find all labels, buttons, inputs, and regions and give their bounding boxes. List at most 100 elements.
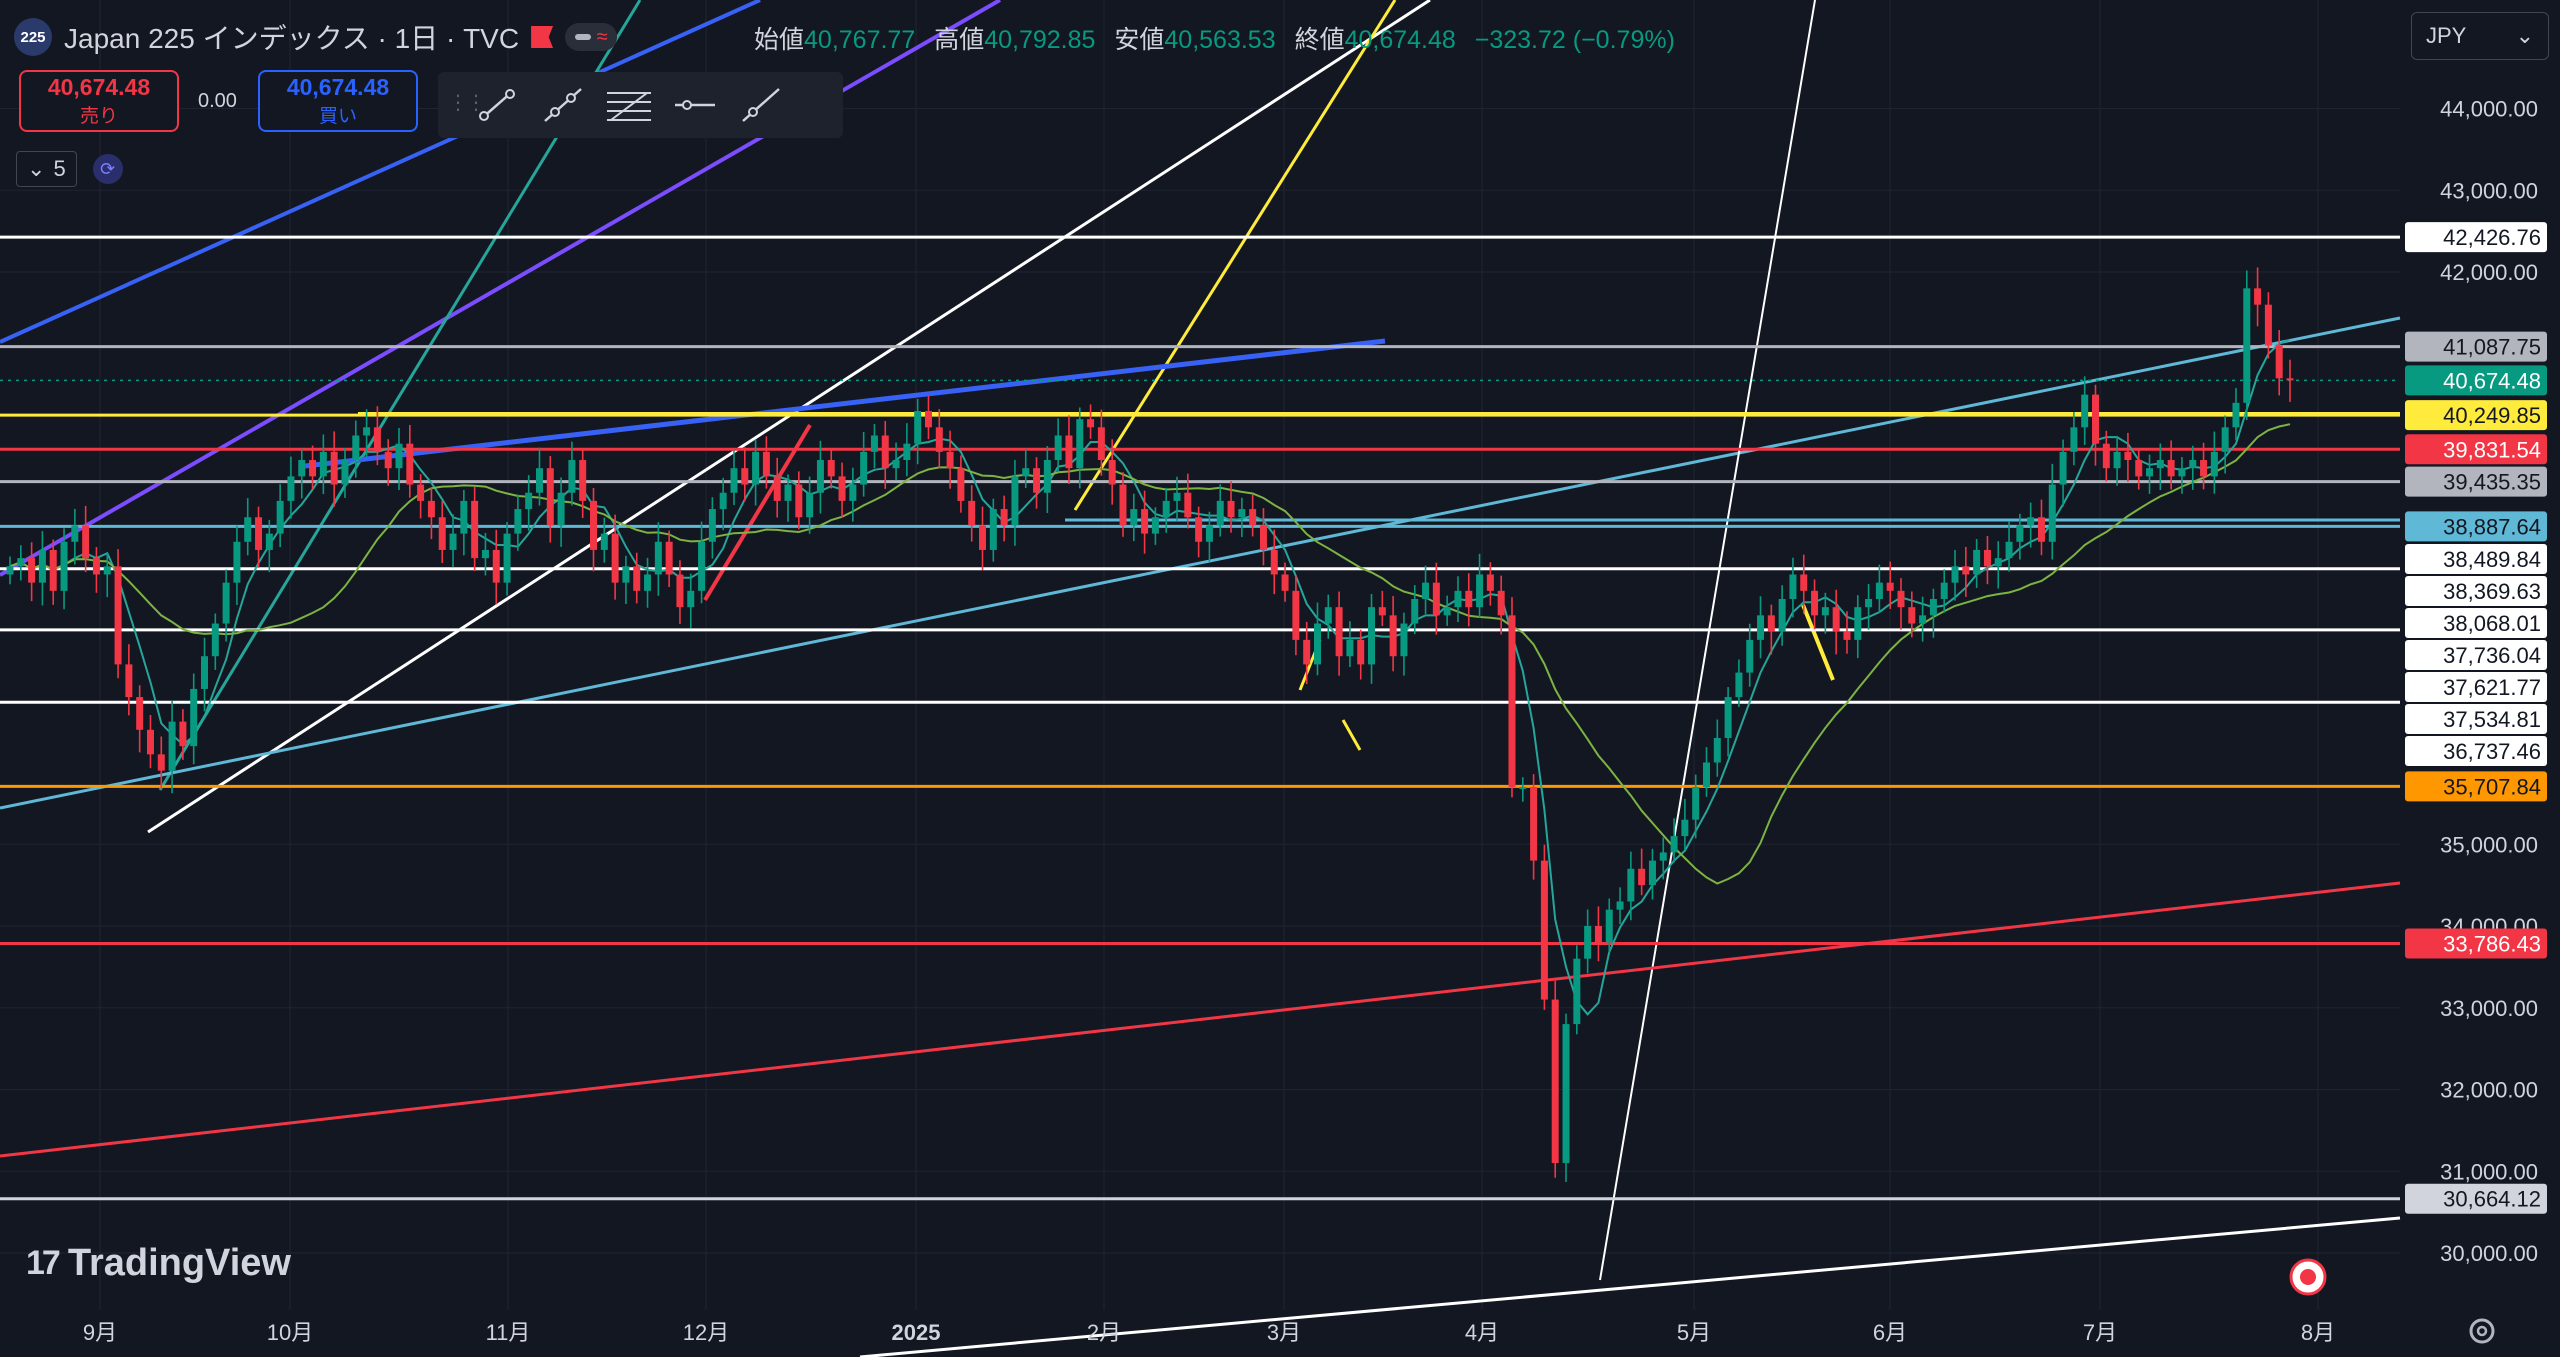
candle-body <box>190 688 198 747</box>
price-tick-label: 43,000.00 <box>2440 178 2538 203</box>
candle-body <box>1735 672 1743 698</box>
candle-body <box>611 533 619 583</box>
buy-button[interactable]: 40,674.48 買い <box>258 70 418 132</box>
time-tick-label: 3月 <box>1267 1320 1301 1345</box>
candle-body <box>2156 460 2164 469</box>
sync-icon[interactable]: ⟳ <box>92 154 123 184</box>
candle-body <box>1681 819 1689 837</box>
candle-body <box>1227 500 1235 518</box>
candle-body <box>255 517 263 550</box>
candle-body <box>1497 590 1505 616</box>
candle-body <box>881 435 889 469</box>
symbol-title[interactable]: Japan 225 インデックス · 1日 · TVC <box>64 23 520 54</box>
sell-button[interactable]: 40,674.48 売り <box>19 70 179 132</box>
candle-body <box>1519 787 1527 790</box>
candle-body <box>438 517 446 550</box>
axis-price-tag <box>2405 543 2547 574</box>
price-tick-label: 32,000.00 <box>2440 1078 2538 1103</box>
candle-body <box>1951 566 1959 583</box>
candle-body <box>157 754 165 771</box>
candle-body <box>1303 639 1311 665</box>
candle-body <box>1205 525 1213 542</box>
candle-body <box>1789 574 1797 599</box>
candle-body <box>222 582 230 624</box>
candle-body <box>2243 288 2251 403</box>
red-trend-line <box>0 881 2401 1158</box>
candle-body <box>827 460 835 477</box>
axis-price-tag <box>2405 331 2547 362</box>
drag-handle-icon[interactable]: ⋮⋮ <box>448 92 486 114</box>
ray-tool-icon[interactable] <box>532 80 594 130</box>
symbol-badge[interactable]: 225 <box>14 18 52 56</box>
candle-body <box>1443 607 1451 616</box>
candle-body <box>525 492 533 510</box>
price-tick-label: 42,000.00 <box>2440 260 2538 285</box>
candle-body <box>1249 509 1257 526</box>
candle-body <box>1638 868 1646 886</box>
chevron-down-icon: ⌄ <box>2515 23 2534 48</box>
candle-body <box>1400 623 1408 657</box>
candle-body <box>503 533 511 583</box>
settings-gear-icon[interactable] <box>2469 1318 2495 1344</box>
currency-select[interactable]: JPY ⌄ <box>2411 12 2549 60</box>
high-value: 40,792.85 <box>984 26 1096 54</box>
candle-body <box>449 533 457 550</box>
low-label: 安値 <box>1114 26 1165 54</box>
candle-body <box>1875 582 1883 599</box>
candle-body <box>762 451 770 477</box>
candle-body <box>752 451 760 485</box>
candle-body <box>590 500 598 550</box>
flag-icon[interactable] <box>531 26 554 48</box>
candle-body <box>125 664 133 698</box>
candle-body <box>417 484 425 501</box>
candle-body <box>179 721 187 747</box>
candle-body <box>2081 394 2089 428</box>
candle-body <box>1973 549 1981 575</box>
time-tick-label: 8月 <box>2301 1320 2335 1345</box>
candle-body <box>1692 787 1700 820</box>
candle-body <box>146 729 154 755</box>
candle-body <box>838 476 846 501</box>
fib-tool-icon[interactable] <box>598 80 660 130</box>
time-tick-label: 11月 <box>486 1320 531 1345</box>
axis-price-label: 33,786.43 <box>2443 931 2541 956</box>
record-icon[interactable] <box>2289 1258 2327 1296</box>
candle-body <box>2059 451 2067 485</box>
visibility-toggle[interactable]: ≈ <box>565 23 618 51</box>
extended-line-tool-icon[interactable] <box>730 80 792 130</box>
chevron-down-icon: ⌄ <box>27 156 46 181</box>
axis-price-tag <box>2405 735 2547 766</box>
low-value: 40,563.53 <box>1164 26 1276 54</box>
candle-body <box>957 468 965 501</box>
candle-body <box>2264 304 2272 346</box>
candle-body <box>406 443 414 485</box>
blue-trend-line <box>304 338 1386 469</box>
candle-body <box>870 435 878 452</box>
horizontal-line-tool-icon[interactable] <box>664 80 726 130</box>
time-tick-label: 7月 <box>2083 1320 2117 1345</box>
candle-body <box>309 460 317 477</box>
price-tick-label: 35,000.00 <box>2440 832 2538 857</box>
candle-body <box>1432 582 1440 616</box>
axis-price-tag <box>2405 575 2547 606</box>
candle-body <box>201 656 209 689</box>
candle-body <box>1076 419 1084 469</box>
axis-price-tag <box>2405 928 2547 959</box>
candle-body <box>665 541 673 575</box>
candle-body <box>989 509 997 550</box>
moving-average-slow <box>9 423 2291 885</box>
time-tick-label: 4月 <box>1465 1320 1499 1345</box>
candle-body <box>708 509 716 542</box>
candle-body <box>546 468 554 526</box>
candle-body <box>2254 288 2262 305</box>
blue-channel-line <box>0 0 761 344</box>
candle-body <box>1335 607 1343 657</box>
candle-body <box>535 468 543 493</box>
indicator-collapse-button[interactable]: ⌄ 5 <box>16 151 77 187</box>
candle-body <box>1670 836 1678 853</box>
time-tick-label: 5月 <box>1677 1320 1711 1345</box>
candle-body <box>1821 607 1829 616</box>
trend-line-tool-icon[interactable] <box>466 80 528 130</box>
